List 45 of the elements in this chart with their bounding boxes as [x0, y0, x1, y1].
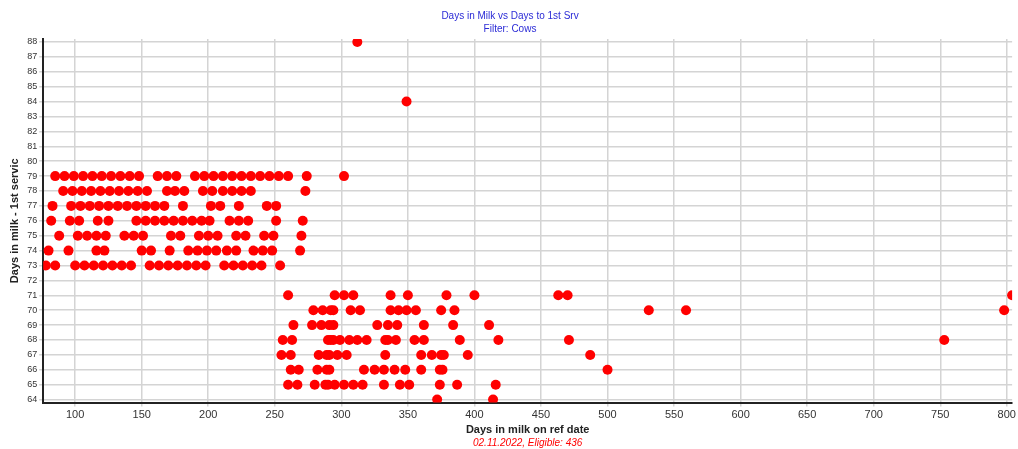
y-tick-label: 66 [27, 364, 38, 375]
x-tick-label: 800 [997, 408, 1016, 421]
x-tick-label: 400 [465, 408, 484, 421]
y-tick-label: 82 [27, 125, 38, 136]
x-tick-label: 250 [265, 408, 284, 421]
y-tick-label: 84 [27, 96, 38, 107]
y-tick-label: 71 [27, 289, 38, 300]
y-tick-label: 75 [27, 230, 38, 241]
y-axis-title: Days in milk - 1st servic [7, 158, 20, 284]
x-tick-label: 550 [664, 408, 684, 421]
chart-subtitle: Filter: Cows [483, 22, 537, 34]
y-tick-label: 78 [27, 185, 38, 196]
y-tick-label: 83 [27, 110, 38, 121]
y-tick-label: 77 [27, 200, 38, 211]
x-tick-label: 450 [531, 408, 551, 421]
y-tick-label: 68 [27, 334, 38, 345]
y-tick-label: 88 [27, 36, 38, 47]
y-tick-label: 81 [27, 140, 38, 151]
chart-title: Days in Milk vs Days to 1st Srv [441, 9, 579, 21]
y-tick-label: 64 [27, 394, 38, 405]
y-tick-label: 76 [27, 215, 38, 226]
x-tick-label: 100 [65, 408, 85, 421]
y-tick-label: 70 [27, 304, 38, 315]
x-tick-label: 600 [731, 408, 750, 421]
y-tick-label: 73 [27, 259, 38, 270]
y-tick-label: 80 [27, 155, 38, 166]
x-tick-label: 350 [398, 408, 418, 421]
x-tick-label: 750 [931, 408, 950, 421]
x-tick-label: 200 [199, 408, 218, 421]
x-tick-label: 300 [332, 408, 351, 421]
x-tick-label: 150 [132, 408, 151, 421]
y-tick-label: 87 [27, 51, 38, 62]
y-tick-label: 79 [27, 170, 38, 181]
y-tick-label: 86 [27, 66, 38, 77]
y-tick-label: 65 [27, 379, 38, 390]
text: 02.11.2022, Eligible: 436 [472, 436, 583, 448]
y-tick-label: 69 [27, 319, 38, 330]
y-tick-label: 67 [27, 349, 38, 360]
y-tick-label: 74 [27, 245, 38, 256]
x-axis-title: Days in milk on ref date [465, 423, 590, 436]
y-tick-label: 72 [27, 274, 38, 285]
y-tick-label: 85 [27, 81, 38, 92]
x-tick-label: 700 [864, 408, 883, 421]
x-tick-label: 650 [797, 408, 817, 421]
x-tick-label: 500 [598, 408, 617, 421]
